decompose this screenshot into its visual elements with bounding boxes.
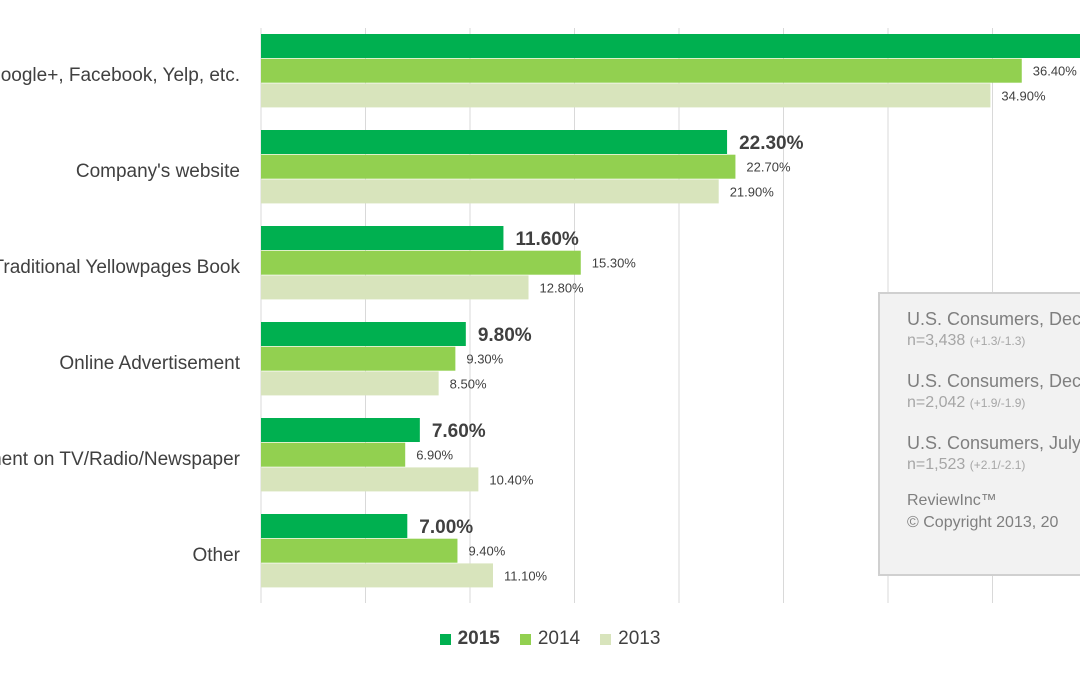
data-label-2015-company-website: 22.30% <box>739 133 804 154</box>
chart-legend: 2015 2014 2013 <box>0 628 1080 650</box>
data-label-2013-online-ad: 8.50% <box>450 376 487 391</box>
data-label-2013-yellowpages: 12.80% <box>540 280 585 295</box>
source-title: U.S. Consumers, July <box>907 433 1080 453</box>
legend-item-2014: 2014 <box>519 628 581 650</box>
data-label-2014-online-ad: 9.30% <box>466 352 503 367</box>
data-label-2013-tv-radio-newspaper: 10.40% <box>489 472 534 487</box>
bar-2015-company-website <box>261 130 728 154</box>
source-title: U.S. Consumers, Dec <box>907 371 1080 391</box>
bar-2014-yellowpages <box>261 250 581 275</box>
bar-2015-online-ad <box>261 322 466 346</box>
category-label-company-website: Company's website <box>76 161 240 182</box>
sample-size: n=3,438 (+1.3/-1.3) <box>907 332 1026 349</box>
legend-swatch <box>600 633 612 645</box>
bar-2014-tv-radio-newspaper <box>261 442 406 467</box>
bar-2014-online-ad <box>261 346 456 371</box>
bar-2015-social-media <box>261 34 1080 58</box>
category-label-online-ad: Online Advertisement <box>59 353 240 374</box>
bar-2015-yellowpages <box>261 226 504 250</box>
category-label-other: Other <box>192 545 240 566</box>
sample-size: n=2,042 (+1.9/-1.9) <box>907 394 1026 411</box>
bar-2015-tv-radio-newspaper <box>261 418 420 442</box>
bar-2014-company-website <box>261 154 736 179</box>
sample-size: n=1,523 (+2.1/-2.1) <box>907 456 1026 473</box>
source-entry-1: U.S. Consumers, Dec n=3,438 (+1.3/-1.3) <box>907 308 1080 352</box>
category-label-yellowpages: Traditional Yellowpages Book <box>0 257 240 278</box>
legend-swatch <box>439 633 451 645</box>
bar-2015-other <box>261 514 408 538</box>
bar-2013-online-ad <box>261 371 439 396</box>
category-label-tv-radio-newspaper: Advertisement on TV/Radio/Newspaper <box>0 449 241 470</box>
data-label-2013-other: 11.10% <box>504 568 548 583</box>
legend-item-2013: 2013 <box>600 628 660 650</box>
source-entry-2: U.S. Consumers, Dec n=2,042 (+1.9/-1.9) <box>907 370 1080 414</box>
legend-swatch <box>519 633 531 645</box>
legend-item-2015: 2015 <box>439 628 500 650</box>
bar-2014-social-media <box>261 58 1022 83</box>
category-label-social-media: Google+, Facebook, Yelp, etc. <box>0 65 240 86</box>
data-label-2014-other: 9.40% <box>468 544 505 559</box>
bar-2013-social-media <box>261 83 991 108</box>
data-label-2014-social-media: 36.40% <box>1033 64 1078 79</box>
bar-2013-company-website <box>261 179 719 204</box>
source-entry-3: U.S. Consumers, July n=1,523 (+2.1/-2.1) <box>907 432 1080 476</box>
legend-label: 2013 <box>618 628 661 649</box>
source-info-box: U.S. Consumers, Dec n=3,438 (+1.3/-1.3) … <box>878 292 1080 576</box>
legend-label: 2015 <box>457 628 500 649</box>
data-label-2015-online-ad: 9.80% <box>478 325 532 346</box>
bar-2013-other <box>261 563 493 588</box>
legend-label: 2014 <box>537 628 581 649</box>
data-label-2015-tv-radio-newspaper: 7.60% <box>432 421 486 442</box>
data-label-2013-social-media: 34.90% <box>1001 88 1046 103</box>
data-label-2014-yellowpages: 15.30% <box>592 256 637 271</box>
bar-2013-yellowpages <box>261 275 529 300</box>
brand-name: ReviewInc™ <box>907 492 997 509</box>
copyright-text: © Copyright 2013, 20 <box>907 514 1059 531</box>
data-label-2014-tv-radio-newspaper: 6.90% <box>416 448 453 463</box>
data-label-2014-company-website: 22.70% <box>746 160 791 175</box>
bar-2014-other <box>261 538 458 563</box>
data-label-2013-company-website: 21.90% <box>730 184 775 199</box>
data-label-2015-yellowpages: 11.60% <box>515 229 578 250</box>
data-label-2015-other: 7.00% <box>419 517 473 538</box>
source-title: U.S. Consumers, Dec <box>907 309 1080 329</box>
bar-2013-tv-radio-newspaper <box>261 467 479 492</box>
